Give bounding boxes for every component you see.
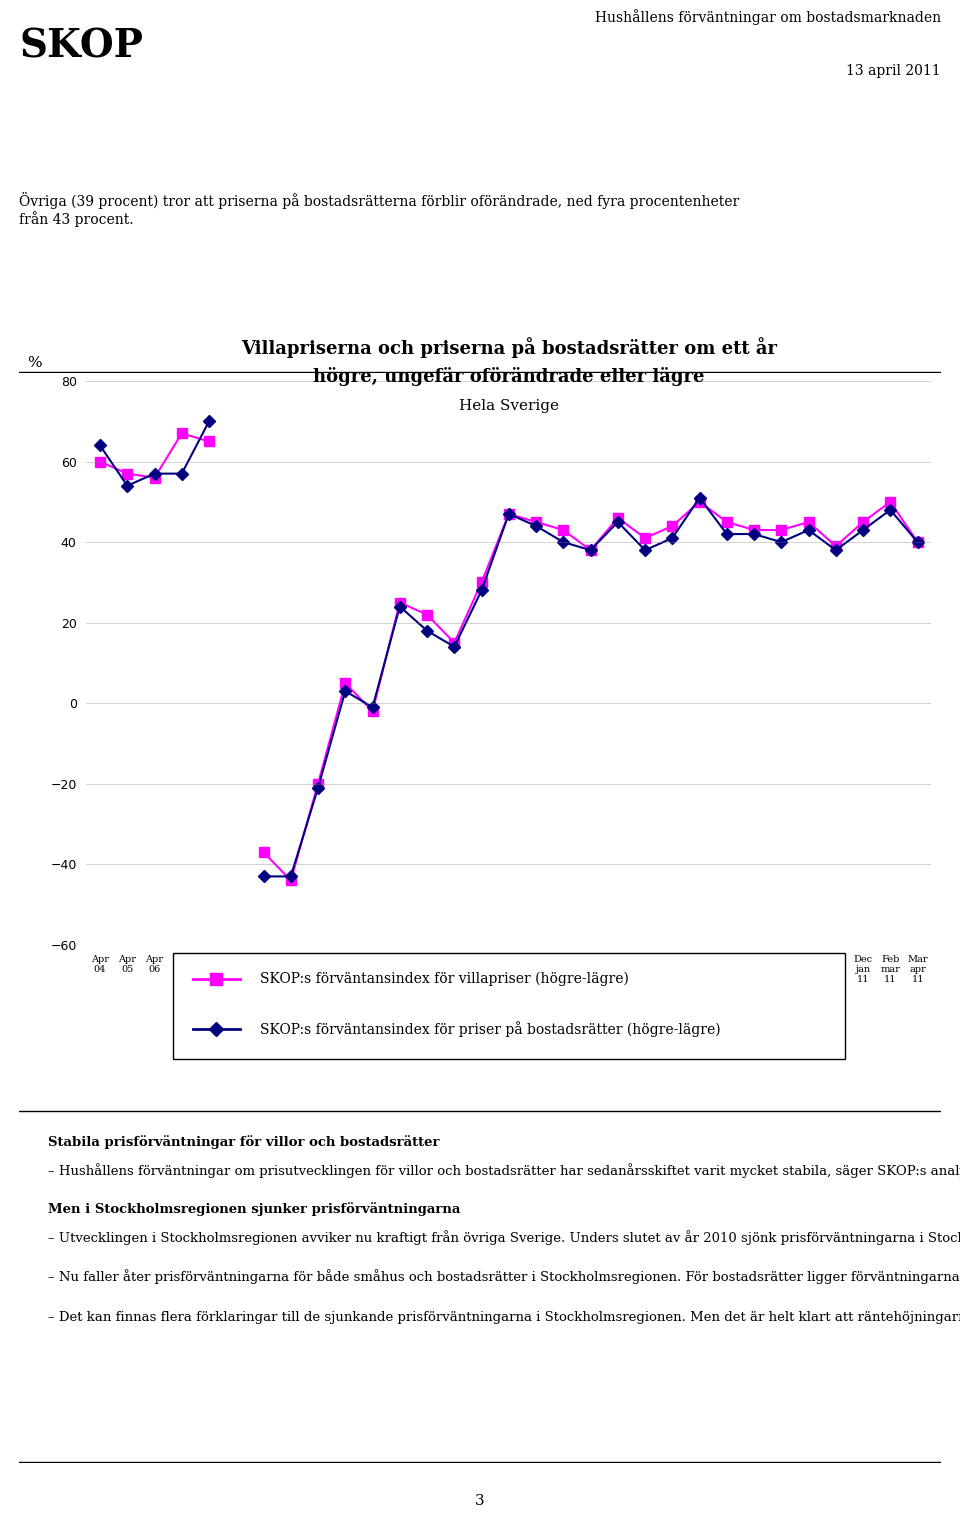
Text: – Det kan finnas flera förklaringar till de sjunkande prisförväntningarna i Stoc: – Det kan finnas flera förklaringar till… (48, 1309, 960, 1324)
Text: Hela Sverige: Hela Sverige (459, 399, 559, 413)
Text: högre, ungefär oförändrade eller lägre: högre, ungefär oförändrade eller lägre (313, 367, 705, 386)
Text: – Nu faller åter prisförväntningarna för både småhus och bostadsrätter i Stockho: – Nu faller åter prisförväntningarna för… (48, 1269, 960, 1285)
Text: – Utvecklingen i Stockholmsregionen avviker nu kraftigt från övriga Sverige. Und: – Utvecklingen i Stockholmsregionen avvi… (48, 1230, 960, 1245)
Text: Villapriserna och priserna på bostadsrätter om ett år: Villapriserna och priserna på bostadsrät… (241, 337, 777, 358)
FancyBboxPatch shape (173, 952, 845, 1059)
Text: Hushållens förväntningar om bostadsmarknaden: Hushållens förväntningar om bostadsmarkn… (594, 9, 941, 24)
Text: SKOP:s förväntansindex för priser på bostadsrätter (högre-lägre): SKOP:s förväntansindex för priser på bos… (260, 1021, 721, 1038)
Text: Stabila prisförväntningar för villor och bostadsrätter: Stabila prisförväntningar för villor och… (48, 1135, 440, 1149)
Text: – Hushållens förväntningar om prisutvecklingen för villor och bostadsrätter har : – Hushållens förväntningar om prisutveck… (48, 1163, 960, 1178)
Text: 3: 3 (475, 1494, 485, 1507)
Text: SKOP: SKOP (19, 27, 143, 66)
Text: 13 april 2011: 13 april 2011 (846, 64, 941, 78)
Text: Övriga (39 procent) tror att priserna på bostadsrätterna förblir oförändrade, ne: Övriga (39 procent) tror att priserna på… (19, 192, 739, 227)
Text: SKOP:s förväntansindex för villapriser (högre-lägre): SKOP:s förväntansindex för villapriser (… (260, 972, 629, 986)
Text: %: % (27, 355, 42, 370)
Text: Men i Stockholmsregionen sjunker prisförväntningarna: Men i Stockholmsregionen sjunker prisför… (48, 1202, 461, 1216)
